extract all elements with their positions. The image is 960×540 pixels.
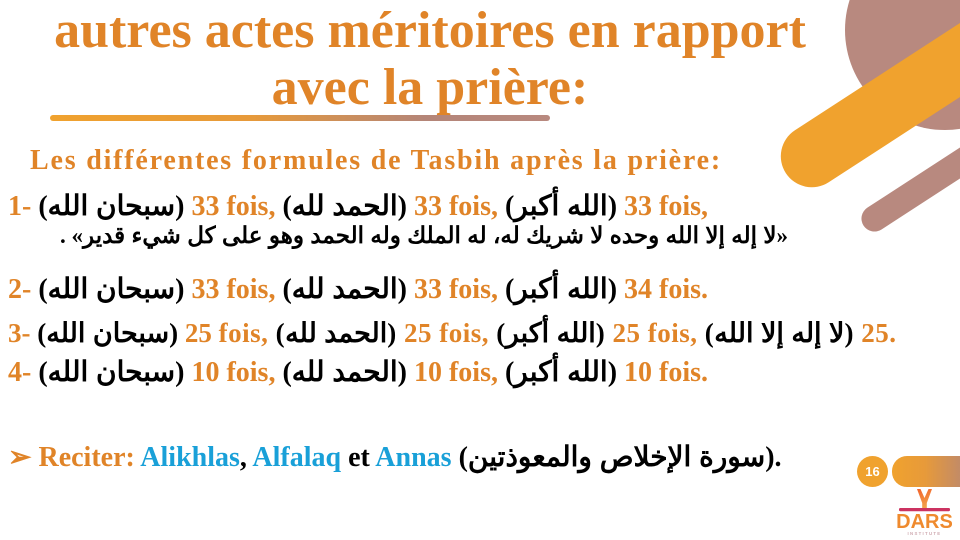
svg-text:DARS: DARS xyxy=(897,511,952,533)
svg-text:INSTITUTE: INSTITUTE xyxy=(908,531,942,536)
